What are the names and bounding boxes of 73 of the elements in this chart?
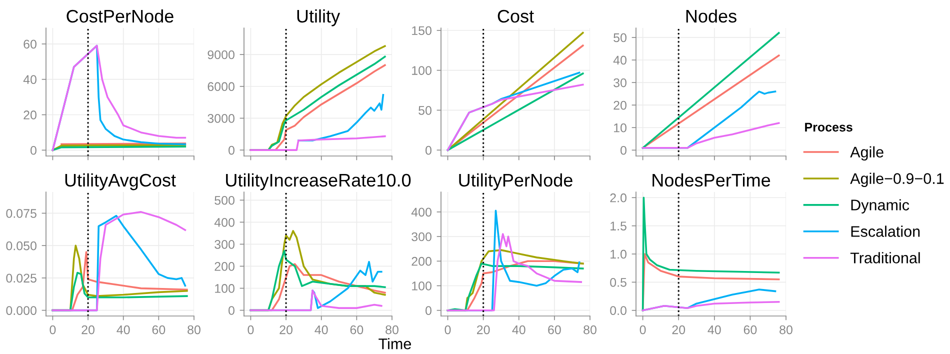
y-tick-label: 0 xyxy=(426,146,432,155)
y-tick-label: 20 xyxy=(24,110,36,120)
x-tick-label: 0 xyxy=(50,325,56,334)
x-tick-label: 60 xyxy=(152,325,166,334)
y-tick-label: 10 xyxy=(614,123,626,132)
y-tick-label: 500 xyxy=(214,196,234,205)
y-tick-label: 100 xyxy=(215,284,234,293)
x-tick-label: 80 xyxy=(188,325,200,334)
y-tick-label: 0.075 xyxy=(6,209,36,218)
y-tick-label: 20 xyxy=(614,100,626,110)
x-tick-label: 40 xyxy=(314,325,328,334)
x-tick-label: 60 xyxy=(744,325,757,334)
chart-title: UtilityIncreaseRate10.0 xyxy=(226,173,411,190)
chart-title: Utility xyxy=(297,9,340,26)
chart-title: CostPerNode xyxy=(66,9,174,23)
y-tick-label: 300 xyxy=(412,232,432,242)
legend-label: Traditional xyxy=(850,252,920,264)
chart-title: UtilityAvgCost xyxy=(65,173,176,190)
y-tick-label: 50 xyxy=(418,106,432,115)
y-tick-label: 1.0 xyxy=(610,250,626,259)
x-tick-label: 80 xyxy=(386,325,398,334)
y-tick-label: 200 xyxy=(412,256,432,266)
y-tick-label: 9000 xyxy=(208,50,234,60)
x-tick-label: 40 xyxy=(116,325,130,334)
y-tick-label: 0 xyxy=(228,306,234,315)
y-tick-label: 60 xyxy=(24,40,36,49)
y-tick-label: 100 xyxy=(412,66,432,75)
x-tick-label: 80 xyxy=(780,325,792,334)
legend-label: Agile−0.9−0.1 xyxy=(850,172,944,187)
y-tick-label: 2.0 xyxy=(610,193,626,202)
y-tick-label: 3000 xyxy=(208,114,234,123)
legend-label: Agile xyxy=(850,146,884,161)
x-tick-label: 20 xyxy=(476,325,490,334)
y-tick-label: 1.5 xyxy=(610,222,626,230)
y-tick-label: 400 xyxy=(411,208,432,217)
legend-title: Process xyxy=(805,122,852,132)
y-tick-label: 200 xyxy=(214,262,234,271)
y-tick-label: 0 xyxy=(620,146,626,155)
y-tick-label: 6000 xyxy=(208,82,234,92)
y-tick-label: 0 xyxy=(30,146,36,155)
y-tick-label: 30 xyxy=(614,78,626,88)
y-tick-label: 0.0 xyxy=(610,306,626,316)
y-tick-label: 50 xyxy=(614,33,626,42)
y-tick-label: 0 xyxy=(426,306,432,315)
y-tick-label: 0.025 xyxy=(6,274,36,283)
y-tick-label: 100 xyxy=(412,282,432,290)
x-tick-label: 20 xyxy=(672,325,686,334)
x-tick-label: 60 xyxy=(548,325,561,334)
chart-title: Cost xyxy=(498,10,534,23)
legend-label: Escalation xyxy=(851,226,920,237)
legend-label: Dynamic xyxy=(851,199,910,214)
x-axis-title: Time xyxy=(378,338,411,350)
x-tick-label: 0 xyxy=(444,325,451,334)
x-tick-label: 20 xyxy=(82,325,94,334)
y-tick-label: 300 xyxy=(214,240,234,249)
chart-title: NodesPerTime xyxy=(652,173,770,187)
y-tick-label: 0.000 xyxy=(6,306,36,315)
x-tick-label: 80 xyxy=(584,325,596,334)
chart-title: Nodes xyxy=(686,9,736,23)
x-tick-label: 0 xyxy=(640,325,646,334)
x-tick-label: 0 xyxy=(248,325,254,334)
x-tick-label: 40 xyxy=(512,325,526,334)
y-tick-label: 400 xyxy=(214,218,234,227)
x-tick-label: 60 xyxy=(350,325,364,334)
y-tick-label: 0 xyxy=(228,146,234,155)
y-tick-label: 0.050 xyxy=(6,241,36,250)
y-tick-label: 0.5 xyxy=(610,278,626,287)
x-tick-label: 40 xyxy=(708,325,721,334)
chart-title: UtilityPerNode xyxy=(459,173,572,190)
y-tick-label: 150 xyxy=(412,26,432,36)
y-tick-label: 40 xyxy=(613,56,626,65)
x-tick-label: 20 xyxy=(280,325,292,334)
y-tick-label: 40 xyxy=(23,75,36,84)
